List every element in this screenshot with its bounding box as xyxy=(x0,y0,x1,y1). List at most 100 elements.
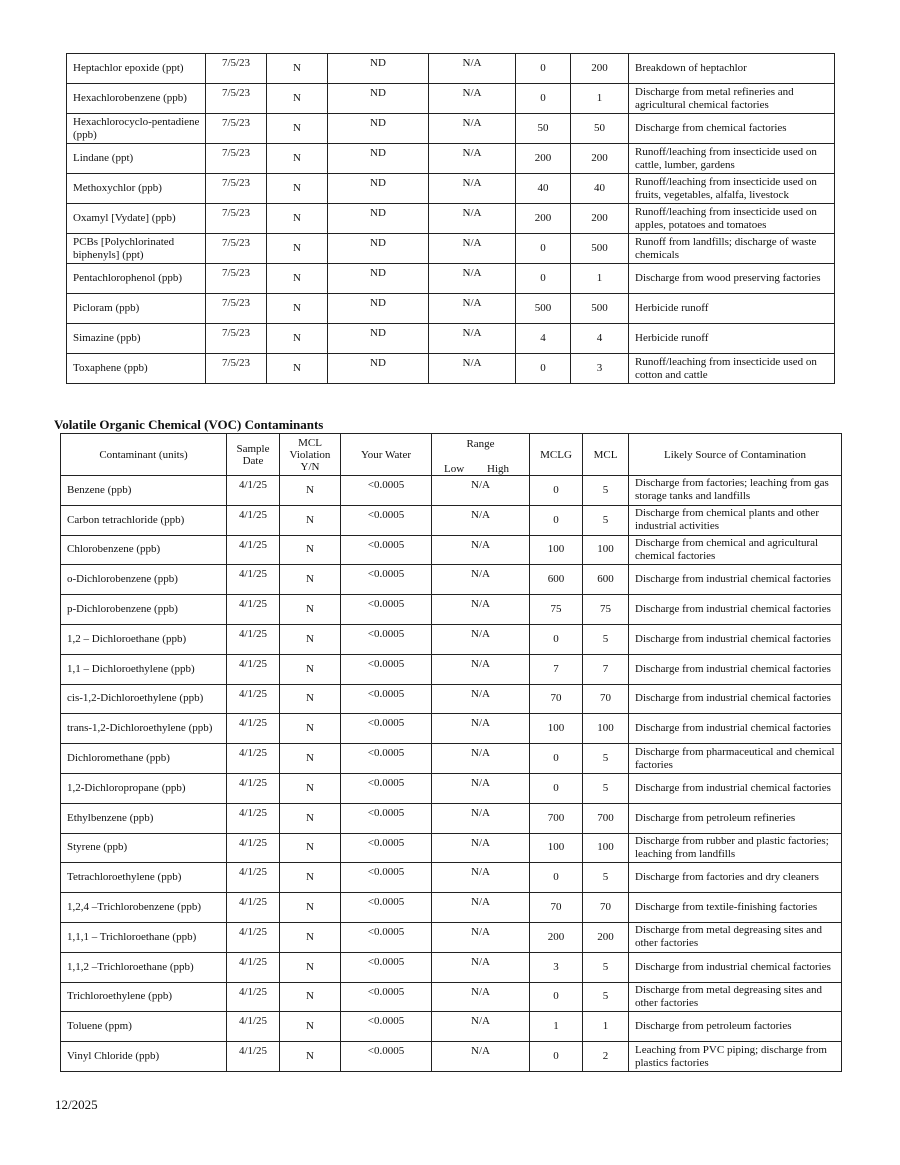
cell-violation: N xyxy=(266,83,328,114)
cell-date: 7/5/23 xyxy=(205,323,267,354)
cell-mcl: 200 xyxy=(570,203,629,234)
cell-range: N/A xyxy=(431,623,530,655)
table-row: Toxaphene (ppb) 7/5/23 N ND N/A 0 3 Runoff/leac… xyxy=(66,353,835,384)
cell-your-water: <0.0005 xyxy=(340,623,432,655)
cell-mclg: 200 xyxy=(529,921,583,953)
cell-mcl: 40 xyxy=(570,173,629,204)
cell-your-water: ND xyxy=(327,263,429,294)
cell-your-water: <0.0005 xyxy=(340,683,432,715)
table-row: Pentachlorophenol (ppb) 7/5/23 N ND N/A 0 1 Dis… xyxy=(66,263,835,294)
cell-range: N/A xyxy=(431,594,530,625)
cell-range: N/A xyxy=(428,263,516,294)
cell-mcl: 4 xyxy=(570,323,629,354)
cell-mcl: 1 xyxy=(570,83,629,114)
cell-your-water: <0.0005 xyxy=(340,981,432,1013)
cell-contaminant: Carbon tetrachloride (ppb) xyxy=(60,504,227,536)
cell-your-water: ND xyxy=(327,353,429,384)
cell-range: N/A xyxy=(431,981,530,1013)
table-row: cis-1,2-Dichloroethylene (ppb) 4/1/25 N <0.… xyxy=(60,683,842,715)
cell-contaminant: p-Dichlorobenzene (ppb) xyxy=(60,594,227,625)
cell-mclg: 100 xyxy=(529,832,583,864)
header-range-low: Low xyxy=(444,462,465,475)
cell-violation: N xyxy=(279,832,341,864)
table-row: p-Dichlorobenzene (ppb) 4/1/25 N <0.0005 N/A… xyxy=(60,594,842,625)
cell-range: N/A xyxy=(431,832,530,864)
table-row: Styrene (ppb) 4/1/25 N <0.0005 N/A 100 100 Disc… xyxy=(60,832,842,864)
cell-source: Discharge from metal degreasing sites an… xyxy=(628,921,842,953)
cell-mclg: 0 xyxy=(515,263,571,294)
cell-mclg: 0 xyxy=(529,1041,583,1072)
cell-range: N/A xyxy=(428,83,516,114)
cell-mcl: 5 xyxy=(582,981,629,1013)
cell-date: 7/5/23 xyxy=(205,143,267,174)
table-row: Benzene (ppb) 4/1/25 N <0.0005 N/A 0 5 Discharg… xyxy=(60,475,842,506)
cell-violation: N xyxy=(266,143,328,174)
cell-date: 4/1/25 xyxy=(226,772,280,804)
cell-violation: N xyxy=(279,475,341,506)
cell-source: Runoff from landfills; discharge of wast… xyxy=(628,233,835,264)
cell-contaminant: Hexachlorocyclo-pentadiene (ppb) xyxy=(66,113,206,144)
cell-source: Discharge from industrial chemical facto… xyxy=(628,772,842,804)
cell-mclg: 500 xyxy=(515,293,571,324)
cell-range: N/A xyxy=(431,683,530,715)
cell-your-water: <0.0005 xyxy=(340,534,432,566)
header-sample-date: Sample Date xyxy=(226,433,280,476)
cell-mcl: 70 xyxy=(582,892,629,923)
header-mcl-violation: MCL Violation Y/N xyxy=(279,433,341,476)
cell-date: 7/5/23 xyxy=(205,293,267,324)
cell-mclg: 0 xyxy=(515,233,571,264)
cell-mcl: 200 xyxy=(570,53,629,84)
cell-source: Discharge from industrial chemical facto… xyxy=(628,951,842,983)
cell-contaminant: Ethylbenzene (ppb) xyxy=(60,802,227,834)
header-range-high: High xyxy=(487,462,509,475)
table-row: Vinyl Chloride (ppb) 4/1/25 N <0.0005 N/A 0 2 L… xyxy=(60,1041,842,1072)
cell-mclg: 100 xyxy=(529,534,583,566)
cell-contaminant: Chlorobenzene (ppb) xyxy=(60,534,227,566)
table-row: Toluene (ppm) 4/1/25 N <0.0005 N/A 1 1 Discharg… xyxy=(60,1011,842,1043)
table-row: Carbon tetrachloride (ppb) 4/1/25 N <0.0005… xyxy=(60,504,842,536)
cell-source: Discharge from industrial chemical facto… xyxy=(628,653,842,685)
table-header-row: Contaminant (units) Sample Date MCL Viol… xyxy=(60,433,842,476)
header-range: Range Low High xyxy=(431,433,530,476)
cell-mclg: 4 xyxy=(515,323,571,354)
cell-contaminant: Toxaphene (ppb) xyxy=(66,353,206,384)
cell-contaminant: Hexachlorobenzene (ppb) xyxy=(66,83,206,114)
cell-range: N/A xyxy=(428,53,516,84)
cell-contaminant: PCBs [Polychlorinated biphenyls] (ppt) xyxy=(66,233,206,264)
cell-date: 7/5/23 xyxy=(205,173,267,204)
cell-contaminant: 1,2 – Dichloroethane (ppb) xyxy=(60,623,227,655)
cell-contaminant: Heptachlor epoxide (ppt) xyxy=(66,53,206,84)
cell-date: 4/1/25 xyxy=(226,683,280,715)
cell-contaminant: trans-1,2-Dichloroethylene (ppb) xyxy=(60,713,227,745)
table-row: Simazine (ppb) 7/5/23 N ND N/A 4 4 Herbicide ru… xyxy=(66,323,835,354)
cell-source: Leaching from PVC piping; discharge from… xyxy=(628,1041,842,1072)
header-contaminant: Contaminant (units) xyxy=(60,433,227,476)
cell-mcl: 5 xyxy=(582,862,629,894)
table-row: o-Dichlorobenzene (ppb) 4/1/25 N <0.0005 N/A… xyxy=(60,564,842,596)
table-row: 1,2 – Dichloroethane (ppb) 4/1/25 N <0.0005… xyxy=(60,623,842,655)
table-row: Hexachlorobenzene (ppb) 7/5/23 N ND N/A 0 1 Dis… xyxy=(66,83,835,114)
cell-your-water: <0.0005 xyxy=(340,802,432,834)
cell-date: 4/1/25 xyxy=(226,892,280,923)
cell-contaminant: 1,2-Dichloropropane (ppb) xyxy=(60,772,227,804)
table-row: Chlorobenzene (ppb) 4/1/25 N <0.0005 N/A 100 1… xyxy=(60,534,842,566)
cell-mcl: 2 xyxy=(582,1041,629,1072)
cell-your-water: <0.0005 xyxy=(340,475,432,506)
cell-violation: N xyxy=(279,921,341,953)
cell-range: N/A xyxy=(431,1041,530,1072)
cell-mclg: 200 xyxy=(515,143,571,174)
cell-mclg: 0 xyxy=(529,862,583,894)
cell-mclg: 0 xyxy=(515,353,571,384)
table-row: 1,1,2 –Trichloroethane (ppb) 4/1/25 N <0.00… xyxy=(60,951,842,983)
cell-mclg: 40 xyxy=(515,173,571,204)
cell-range: N/A xyxy=(428,173,516,204)
cell-violation: N xyxy=(279,653,341,685)
cell-violation: N xyxy=(266,353,328,384)
cell-mclg: 75 xyxy=(529,594,583,625)
cell-mclg: 3 xyxy=(529,951,583,983)
cell-mcl: 100 xyxy=(582,832,629,864)
cell-range: N/A xyxy=(431,1011,530,1043)
cell-contaminant: Trichloroethylene (ppb) xyxy=(60,981,227,1013)
cell-your-water: ND xyxy=(327,233,429,264)
cell-violation: N xyxy=(266,263,328,294)
